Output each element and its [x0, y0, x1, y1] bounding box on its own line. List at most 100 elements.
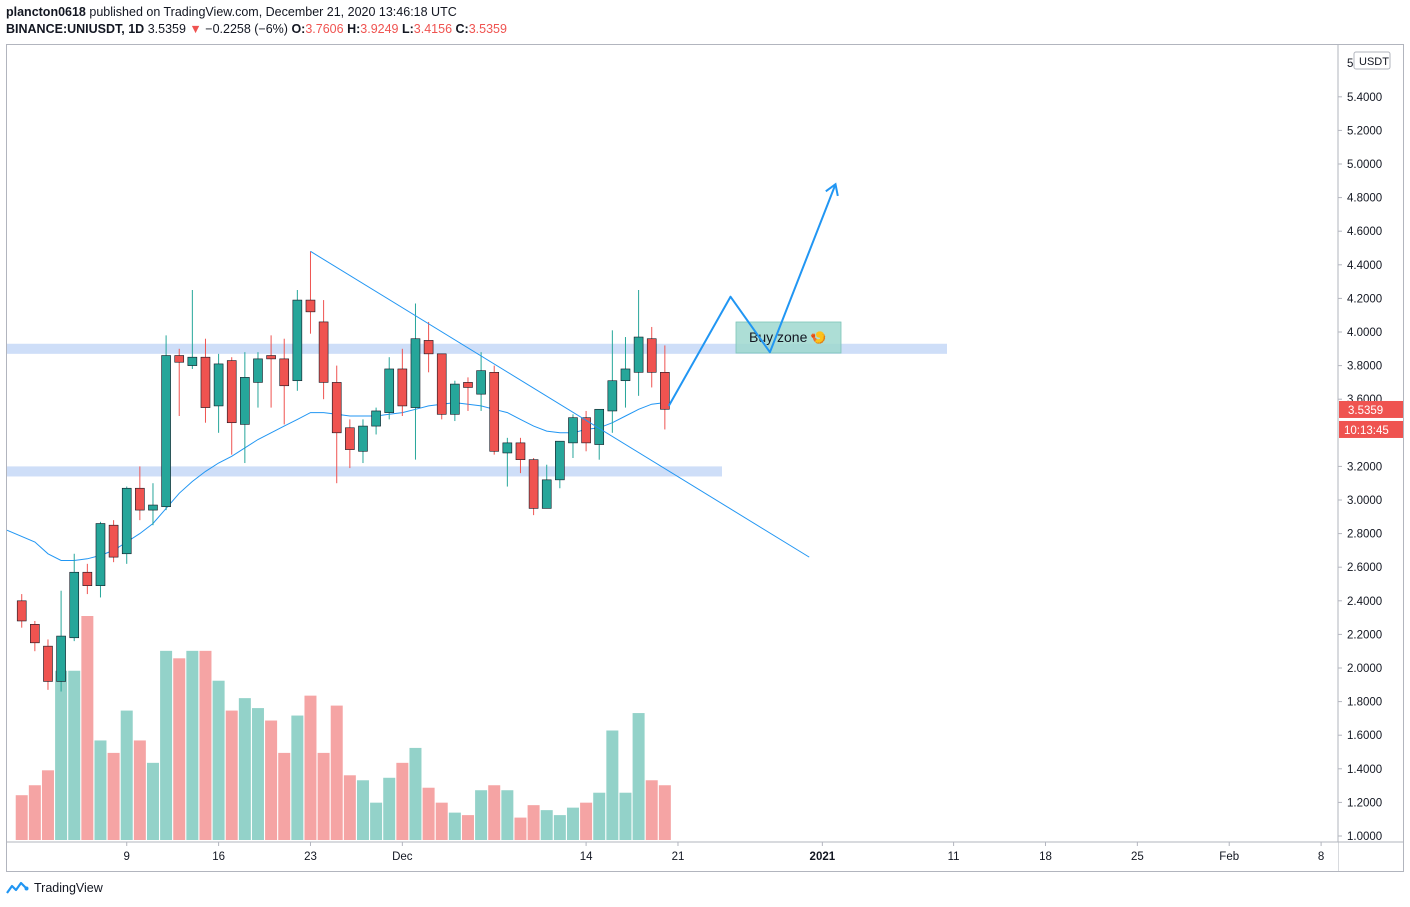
bullish-candle[interactable]	[358, 425, 368, 452]
volume-bar	[632, 713, 645, 840]
bearish-candle[interactable]	[581, 417, 591, 444]
volume-bar	[527, 805, 540, 840]
close-label: C:	[455, 22, 469, 36]
time-tick-label: 16	[212, 851, 225, 863]
currency-badge[interactable]	[1353, 51, 1391, 70]
bullish-candle[interactable]	[607, 380, 618, 412]
volume-bar	[580, 802, 593, 840]
buy-zone-box[interactable]	[735, 321, 842, 354]
bearish-candle[interactable]	[463, 382, 473, 388]
price-tick-label: 5	[1347, 58, 1353, 70]
volume-bar	[55, 670, 68, 840]
bearish-candle[interactable]	[397, 368, 408, 407]
volume-bar	[133, 740, 146, 840]
bearish-candle[interactable]	[528, 459, 539, 509]
bearish-candle[interactable]	[266, 355, 276, 360]
bullish-candle[interactable]	[633, 336, 644, 373]
low-value: 3.4156	[413, 22, 453, 36]
projection-path[interactable]	[667, 183, 837, 407]
low-label: L:	[401, 22, 414, 36]
countdown-label: 10:13:45	[1344, 425, 1389, 437]
bearish-candle[interactable]	[515, 442, 526, 460]
bullish-candle[interactable]	[502, 442, 513, 454]
bearish-candle[interactable]	[200, 356, 211, 408]
bullish-candle[interactable]	[292, 299, 303, 382]
volume-bar	[107, 752, 120, 840]
volume-bar	[435, 802, 448, 840]
bullish-candle[interactable]	[476, 370, 486, 395]
bearish-candle[interactable]	[135, 487, 145, 511]
bullish-candle[interactable]	[69, 571, 80, 639]
bullish-candle[interactable]	[410, 338, 421, 408]
price-tick-label: 4.6000	[1347, 226, 1382, 238]
bearish-candle[interactable]	[174, 355, 185, 363]
time-tick-label: Dec	[392, 851, 413, 863]
bullish-candle[interactable]	[620, 368, 631, 382]
bullish-candle[interactable]	[541, 479, 552, 509]
bullish-candle[interactable]	[568, 417, 578, 444]
price-chart[interactable]: Buy zone 🍤 5.4000 5.2000 5.0000 4.8000 4.6000 4…	[6, 45, 1403, 871]
volume-bar	[383, 777, 396, 840]
bullish-candle[interactable]	[213, 363, 224, 407]
bearish-candle[interactable]	[43, 645, 53, 682]
bearish-candle[interactable]	[16, 600, 27, 622]
bearish-candle[interactable]	[660, 372, 670, 410]
tradingview-logo-icon[interactable]	[6, 881, 30, 895]
bullish-candle[interactable]	[594, 408, 605, 445]
bearish-candle[interactable]	[423, 340, 434, 355]
bullish-candle[interactable]	[384, 368, 395, 413]
descending-trendline[interactable]	[310, 250, 810, 558]
buy-zone-label: Buy zone	[749, 329, 808, 345]
bearish-candle[interactable]	[30, 624, 40, 644]
publisher-name[interactable]: plancton0618	[6, 5, 86, 19]
price-tick-label: 3.2000	[1347, 461, 1382, 473]
bullish-candle[interactable]	[240, 377, 250, 425]
price-tick-label: 3.0000	[1347, 495, 1382, 507]
volume-bar	[238, 698, 251, 840]
bearish-candle[interactable]	[305, 299, 316, 313]
bearish-candle[interactable]	[279, 358, 290, 387]
bullish-candle[interactable]	[95, 523, 106, 586]
resistance-zone[interactable]	[7, 343, 947, 354]
bullish-candle[interactable]	[450, 383, 460, 415]
volume-bar	[514, 817, 527, 840]
shrimp-icon: 🍤	[810, 330, 826, 345]
last-price-label: 3.5359	[1348, 405, 1383, 417]
brand-name[interactable]: TradingView	[34, 881, 103, 895]
price-scale[interactable]	[1338, 45, 1403, 871]
price-change: −0.2258 (−6%)	[205, 22, 288, 36]
volume-bar	[146, 762, 159, 840]
symbol-name[interactable]: BINANCE:UNIUSDT, 1D	[6, 22, 145, 36]
bearish-candle[interactable]	[108, 524, 119, 558]
bearish-candle[interactable]	[489, 372, 500, 452]
bearish-candle[interactable]	[436, 353, 447, 415]
bullish-candle[interactable]	[161, 355, 171, 508]
bullish-candle[interactable]	[56, 635, 66, 682]
bearish-candle[interactable]	[226, 360, 237, 424]
support-zone[interactable]	[7, 466, 722, 477]
bullish-candle[interactable]	[121, 487, 132, 555]
bearish-candle[interactable]	[318, 321, 329, 383]
high-label: H:	[347, 22, 361, 36]
bullish-candle[interactable]	[371, 410, 381, 427]
change-arrow-icon: ▼	[189, 22, 202, 36]
time-tick-label: 11	[948, 851, 960, 863]
bearish-candle[interactable]	[331, 382, 342, 434]
price-tick-label: 2.8000	[1347, 529, 1382, 541]
bullish-candle[interactable]	[187, 356, 198, 366]
price-tick-label: 5.0000	[1347, 159, 1382, 171]
close-value: 3.5359	[468, 22, 507, 36]
time-scale[interactable]	[7, 842, 1338, 871]
bearish-candle[interactable]	[646, 338, 657, 373]
volume-bar	[291, 715, 304, 840]
bullish-candle[interactable]	[148, 504, 158, 511]
chart-panel[interactable]: Buy zone 🍤 5.4000 5.2000 5.0000 4.8000 4.6000 4…	[6, 44, 1404, 872]
bearish-candle[interactable]	[82, 571, 93, 586]
volume-bar	[160, 650, 173, 840]
price-tick-label: 1.4000	[1347, 764, 1382, 776]
bearish-candle[interactable]	[345, 427, 355, 450]
bullish-candle[interactable]	[253, 358, 263, 383]
bullish-candle[interactable]	[555, 440, 565, 481]
published-text: published on TradingView.com, December 2…	[89, 5, 457, 19]
volume-bar	[28, 785, 41, 840]
